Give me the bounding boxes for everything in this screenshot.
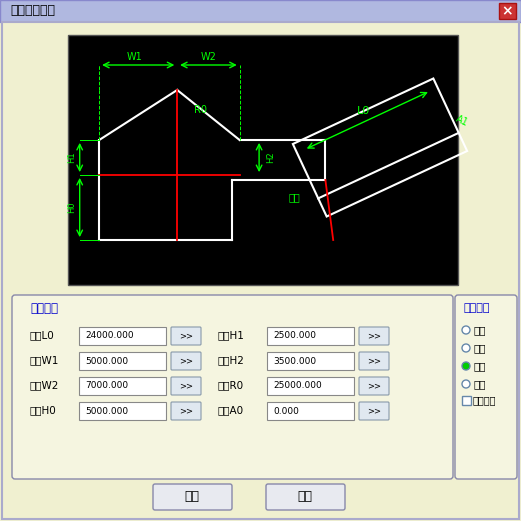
Text: 脊长L0: 脊长L0 [30, 330, 55, 340]
Text: W2: W2 [201, 53, 216, 63]
Text: >>: >> [367, 331, 381, 341]
Text: R0: R0 [194, 105, 207, 115]
Text: 脊高H2: 脊高H2 [218, 355, 245, 365]
FancyBboxPatch shape [359, 377, 389, 395]
Text: 大小: 大小 [474, 379, 487, 389]
Circle shape [462, 380, 470, 388]
FancyBboxPatch shape [455, 295, 517, 479]
Text: 线角: 线角 [288, 192, 300, 203]
Text: 7000.000: 7000.000 [85, 381, 128, 391]
Text: >>: >> [367, 406, 381, 416]
Text: >>: >> [367, 381, 381, 391]
Text: >>: >> [179, 331, 193, 341]
Circle shape [462, 362, 470, 370]
FancyBboxPatch shape [266, 484, 345, 510]
Text: 大大: 大大 [474, 343, 487, 353]
FancyBboxPatch shape [0, 0, 521, 22]
Text: 25000.000: 25000.000 [273, 381, 322, 391]
FancyBboxPatch shape [267, 377, 354, 395]
FancyBboxPatch shape [171, 327, 201, 345]
FancyBboxPatch shape [359, 402, 389, 420]
Text: 线角组合: 线角组合 [463, 303, 490, 313]
Text: 脊宽W1: 脊宽W1 [30, 355, 59, 365]
Text: >>: >> [179, 381, 193, 391]
Text: W1: W1 [127, 53, 142, 63]
FancyBboxPatch shape [79, 352, 166, 370]
FancyBboxPatch shape [12, 295, 453, 479]
Text: 2500.000: 2500.000 [273, 331, 316, 341]
FancyBboxPatch shape [499, 3, 516, 19]
Circle shape [462, 344, 470, 352]
Circle shape [462, 326, 470, 334]
Text: 小大: 小大 [474, 361, 487, 371]
Text: >>: >> [179, 406, 193, 416]
Text: 半径R0: 半径R0 [218, 380, 244, 390]
Text: ×: × [502, 4, 513, 18]
Text: >>: >> [367, 356, 381, 366]
Text: 3500.000: 3500.000 [273, 356, 316, 366]
Text: >>: >> [179, 356, 193, 366]
Text: 脊高H1: 脊高H1 [218, 330, 245, 340]
FancyBboxPatch shape [359, 352, 389, 370]
Bar [293, 79, 467, 217]
FancyBboxPatch shape [68, 35, 458, 285]
Text: 角度A0: 角度A0 [218, 405, 244, 415]
FancyBboxPatch shape [79, 327, 166, 345]
Text: 脊宽W2: 脊宽W2 [30, 380, 59, 390]
Text: 小小: 小小 [474, 325, 487, 335]
FancyBboxPatch shape [79, 377, 166, 395]
FancyBboxPatch shape [267, 402, 354, 420]
Text: 5000.000: 5000.000 [85, 406, 128, 416]
Text: 房高H0: 房高H0 [30, 405, 57, 415]
FancyBboxPatch shape [267, 352, 354, 370]
FancyBboxPatch shape [171, 402, 201, 420]
Text: 24000.000: 24000.000 [85, 331, 133, 341]
Text: 实体合并: 实体合并 [473, 395, 497, 405]
Text: A1: A1 [454, 114, 470, 129]
FancyBboxPatch shape [462, 395, 470, 404]
Text: 0.000: 0.000 [273, 406, 299, 416]
Text: L0: L0 [356, 106, 370, 116]
Text: 参数设置: 参数设置 [30, 302, 58, 315]
FancyBboxPatch shape [2, 22, 519, 519]
FancyBboxPatch shape [171, 352, 201, 370]
FancyBboxPatch shape [171, 377, 201, 395]
FancyBboxPatch shape [359, 327, 389, 345]
FancyBboxPatch shape [153, 484, 232, 510]
Text: 确定: 确定 [184, 490, 200, 503]
FancyBboxPatch shape [267, 327, 354, 345]
Text: 【微派建筑】: 【微派建筑】 [10, 5, 55, 18]
Text: H1: H1 [67, 152, 77, 163]
FancyBboxPatch shape [79, 402, 166, 420]
Text: 5000.000: 5000.000 [85, 356, 128, 366]
Text: H0: H0 [67, 202, 77, 213]
Text: H2: H2 [266, 152, 275, 163]
Text: 取消: 取消 [297, 490, 313, 503]
